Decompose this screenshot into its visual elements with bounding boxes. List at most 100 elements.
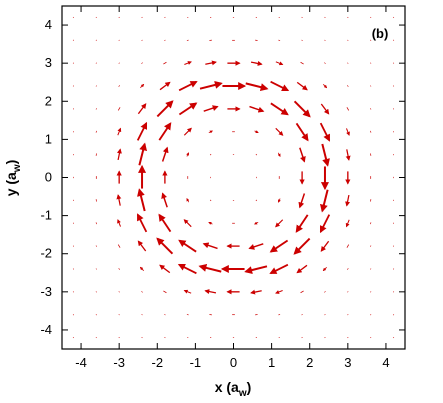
vector-arrow bbox=[118, 16, 120, 19]
x-tick-label: 4 bbox=[382, 355, 389, 370]
vector-arrow bbox=[392, 62, 395, 64]
vector-arrow bbox=[183, 289, 192, 294]
vector-arrow bbox=[158, 213, 172, 233]
vector-arrow bbox=[299, 147, 306, 163]
x-tick-label: -1 bbox=[190, 355, 202, 370]
x-axis-label-text: x (a bbox=[215, 379, 239, 395]
y-tick-label: 1 bbox=[45, 131, 52, 146]
vector-arrow bbox=[269, 263, 289, 275]
vector-arrow bbox=[296, 264, 308, 274]
vector-arrow bbox=[95, 268, 97, 270]
vector-arrow bbox=[347, 62, 349, 64]
vector-arrow bbox=[370, 222, 372, 225]
y-axis-label: y (aw) bbox=[3, 160, 23, 197]
vector-arrow bbox=[186, 39, 189, 41]
vector-arrow bbox=[370, 291, 372, 293]
vector-arrow bbox=[95, 16, 97, 19]
vector-arrow bbox=[183, 127, 192, 136]
vector-arrow bbox=[156, 237, 174, 255]
vector-arrow bbox=[324, 16, 326, 18]
x-axis-label: x (aw) bbox=[215, 379, 252, 399]
y-tick-label: -1 bbox=[40, 208, 52, 223]
vector-arrow bbox=[293, 100, 311, 118]
vector-arrow bbox=[95, 222, 97, 225]
vector-arrow bbox=[208, 221, 213, 225]
vector-arrow bbox=[347, 16, 349, 19]
x-tick-label: -3 bbox=[113, 355, 125, 370]
vector-arrow bbox=[392, 336, 395, 339]
vector-arrow bbox=[116, 148, 122, 161]
vector-arrow bbox=[370, 39, 372, 41]
vector-arrow bbox=[347, 268, 349, 270]
vector-arrow bbox=[255, 199, 258, 202]
x-axis-label-subscript: w bbox=[238, 388, 247, 399]
vector-arrow bbox=[161, 146, 169, 162]
vector-arrow bbox=[72, 291, 75, 293]
vector-arrow bbox=[198, 263, 222, 273]
vector-arrow bbox=[347, 39, 349, 41]
vector-arrow bbox=[177, 263, 197, 275]
vector-arrow bbox=[249, 105, 265, 113]
x-axis-label-end: ) bbox=[247, 379, 252, 395]
vector-arrow bbox=[295, 214, 309, 233]
vector-arrow bbox=[345, 149, 351, 161]
vector-arrow bbox=[138, 142, 148, 166]
vector-arrow bbox=[275, 219, 284, 228]
vector-arrow bbox=[136, 121, 148, 141]
vector-arrow bbox=[178, 102, 198, 116]
vector-arrow bbox=[270, 80, 290, 92]
vector-arrow bbox=[370, 336, 372, 339]
vector-arrow bbox=[205, 60, 217, 66]
vector-arrow bbox=[301, 314, 303, 316]
x-axis-ticks: -4 -3 -2 -1 0 1 2 3 4 bbox=[75, 6, 390, 370]
vector-arrow bbox=[275, 61, 284, 66]
vector-arrow bbox=[139, 266, 145, 271]
vector-arrow bbox=[346, 244, 350, 248]
vector-arrow bbox=[72, 85, 74, 87]
vector-arrow bbox=[370, 130, 372, 133]
vector-arrow bbox=[278, 314, 281, 316]
x-tick-label: 1 bbox=[268, 355, 275, 370]
vector-arrow bbox=[137, 103, 147, 115]
vector-arrow bbox=[270, 102, 289, 116]
vector-arrow bbox=[275, 127, 284, 136]
vector-arrow bbox=[163, 61, 167, 65]
x-tick-label: -4 bbox=[75, 355, 87, 370]
vector-arrow bbox=[269, 239, 289, 253]
vector-arrow bbox=[347, 85, 349, 87]
vector-arrow bbox=[393, 85, 395, 87]
vector-arrow bbox=[164, 39, 166, 41]
vector-arrow bbox=[347, 314, 349, 316]
vector-arrow bbox=[203, 105, 219, 112]
vector-arrow bbox=[72, 39, 75, 41]
vector-arrow bbox=[345, 219, 350, 228]
vector-arrow bbox=[137, 188, 146, 212]
vector-arrow bbox=[293, 237, 311, 255]
vector-arrows bbox=[72, 16, 395, 339]
vector-arrow bbox=[72, 336, 75, 339]
vector-arrow bbox=[295, 122, 309, 142]
vector-arrow bbox=[320, 240, 330, 252]
vector-arrow bbox=[370, 314, 372, 316]
vector-arrow bbox=[95, 336, 97, 339]
y-axis-label-end: ) bbox=[3, 160, 19, 165]
vector-arrow bbox=[347, 336, 349, 339]
vector-arrow bbox=[141, 62, 143, 64]
vector-arrow bbox=[118, 62, 120, 64]
x-tick-label: 3 bbox=[344, 355, 351, 370]
vector-arrow bbox=[72, 62, 75, 64]
vector-arrow bbox=[141, 291, 143, 293]
vector-arrow bbox=[186, 198, 190, 203]
vector-arrow bbox=[95, 291, 97, 293]
vector-arrow bbox=[72, 16, 75, 19]
panel-label: (b) bbox=[372, 26, 389, 41]
vector-arrow bbox=[141, 39, 143, 41]
y-tick-label: 4 bbox=[45, 17, 52, 32]
vector-arrow bbox=[370, 16, 372, 19]
vector-arrow bbox=[250, 60, 263, 66]
vector-arrow bbox=[117, 219, 121, 227]
vector-arrow bbox=[118, 291, 120, 293]
x-tick-label: 2 bbox=[306, 355, 313, 370]
vector-arrow bbox=[117, 127, 122, 136]
